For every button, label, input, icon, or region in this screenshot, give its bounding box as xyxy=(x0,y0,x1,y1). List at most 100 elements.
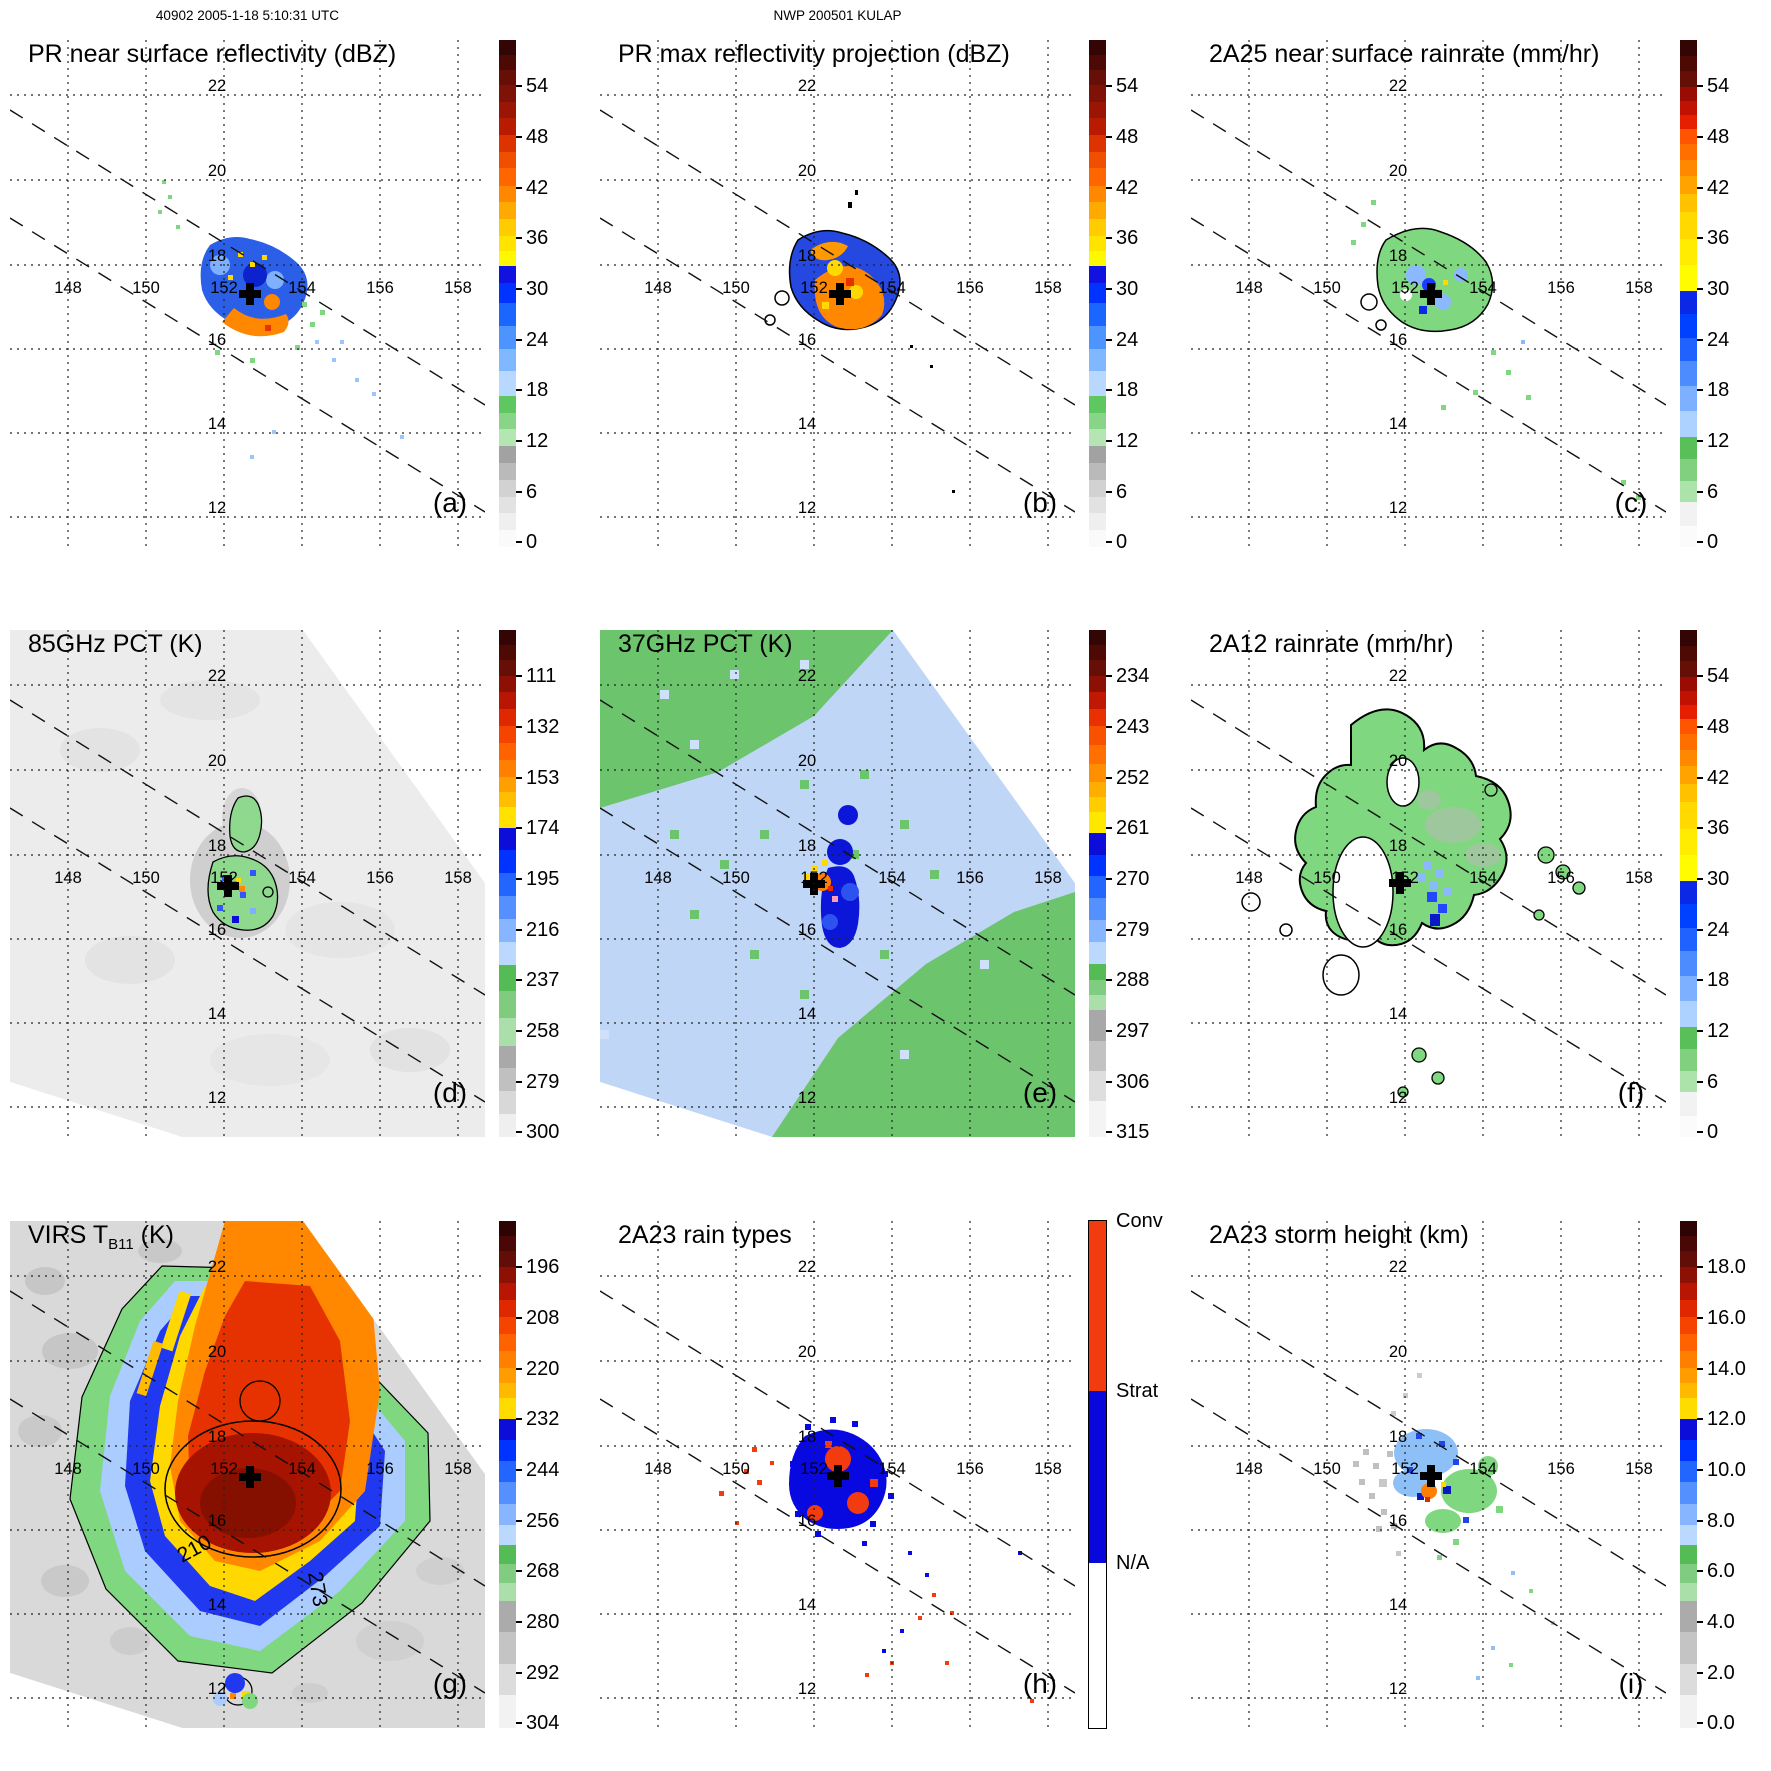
colorbar-tick-label: 153 xyxy=(526,767,560,789)
colorbar-tick xyxy=(1697,288,1703,290)
colorbar-tick-label: 42 xyxy=(1707,177,1730,199)
colorbar-segment xyxy=(1680,1334,1697,1351)
colorbar-segment xyxy=(499,1524,516,1546)
colorbar-tick-label: 48 xyxy=(1707,716,1730,738)
colorbar-tick xyxy=(516,1469,522,1471)
colorbar-tick-label: 111 xyxy=(526,665,557,687)
colorbar-tick xyxy=(516,187,522,189)
colorbar-segment xyxy=(499,1334,516,1351)
colorbar-tick-label: 315 xyxy=(1116,1121,1150,1143)
colorbar-segment xyxy=(1680,1367,1697,1384)
colorbar-segment xyxy=(499,850,516,874)
colorbar-segment xyxy=(1680,904,1697,928)
lon-label: 158 xyxy=(1034,869,1062,887)
colorbar-tick xyxy=(1697,1368,1703,1370)
colorbar-tick xyxy=(516,979,522,981)
storm-center-marker xyxy=(1389,872,1411,894)
colorbar-segment xyxy=(499,1482,516,1504)
colorbar-tick-label: 24 xyxy=(1116,329,1139,351)
colorbar-tick xyxy=(516,1520,522,1522)
colorbar-tick-label: 6 xyxy=(526,481,538,503)
colorbar-tick xyxy=(516,1266,522,1268)
colorbar-tick-label: 36 xyxy=(1707,227,1730,249)
storm-raster xyxy=(764,190,955,493)
lon-label: 150 xyxy=(722,1460,750,1478)
lat-label: 18 xyxy=(798,1428,816,1446)
colorbar-segment xyxy=(1680,175,1697,195)
colorbar-segment xyxy=(499,1695,516,1728)
colorbar: 54 48 42 36 30 24 18 12 6 0 xyxy=(499,40,548,552)
colorbar-segment xyxy=(499,1461,516,1483)
colorbar-segment xyxy=(499,463,516,480)
colorbar-tick-label: 2.0 xyxy=(1707,1662,1735,1684)
lat-label: 14 xyxy=(208,1596,226,1614)
colorbar-segment xyxy=(499,218,516,236)
panel-title: PR max reflectivity projection (dBZ) xyxy=(618,40,1010,68)
rain-type-category-label: N/A xyxy=(1116,1552,1150,1574)
colorbar-segment xyxy=(1680,1632,1697,1664)
colorbar-tick xyxy=(1697,389,1703,391)
lat-label: 20 xyxy=(1389,752,1407,770)
panel-title: 2A23 rain types xyxy=(618,1221,792,1249)
panel-title: PR near surface reflectivity (dBZ) xyxy=(28,40,397,68)
colorbar-segment xyxy=(1680,1027,1697,1050)
panel-e: 37GHz PCT (K) 148 150 152 154 156 158 22 20 18 16… xyxy=(590,590,1180,1180)
lat-label: 22 xyxy=(1389,77,1407,95)
colorbar-segment xyxy=(1089,496,1106,514)
colorbar-segment xyxy=(1680,1266,1697,1284)
colorbar-segment xyxy=(1680,765,1697,785)
colorbar-segment xyxy=(1680,1300,1697,1318)
storm-center-marker xyxy=(239,283,261,305)
colorbar-segment xyxy=(1089,101,1106,119)
lon-label: 158 xyxy=(444,1460,472,1478)
colorbar-segment xyxy=(499,645,516,661)
colorbar-tick xyxy=(1106,777,1112,779)
colorbar-segment xyxy=(499,1545,516,1565)
lat-label: 18 xyxy=(208,837,226,855)
colorbar-tick xyxy=(1106,491,1112,493)
colorbar: 234 243 252 261 270 279 288 297 306 315 xyxy=(1089,630,1149,1142)
colorbar-tick-label: 54 xyxy=(1116,75,1139,97)
map-grid: 148 150 152 154 156 158 22 20 18 16 14 12 xyxy=(1191,1221,1666,1728)
colorbar-segment xyxy=(499,873,516,897)
lat-label: 12 xyxy=(1389,1680,1407,1698)
colorbar-segment xyxy=(1680,1236,1697,1252)
colorbar-segment xyxy=(499,1582,516,1602)
colorbar-segment xyxy=(1680,951,1697,977)
storm-center-marker xyxy=(827,1465,849,1487)
colorbar-tick xyxy=(1697,1672,1703,1674)
lon-label: 156 xyxy=(1547,279,1575,297)
lon-label: 148 xyxy=(1235,869,1263,887)
lat-label: 14 xyxy=(798,1005,816,1023)
colorbar-segment xyxy=(1089,630,1106,646)
map-pr-near-surface-reflectivity: 148 150 152 154 156 158 22 20 18 16 14 12 xyxy=(10,40,485,547)
colorbar-segment xyxy=(499,991,516,1019)
colorbar-segment xyxy=(499,1221,516,1237)
lat-label: 14 xyxy=(1389,1596,1407,1614)
colorbar-segment xyxy=(1680,854,1697,881)
lat-label: 18 xyxy=(798,247,816,265)
lat-label: 14 xyxy=(1389,1005,1407,1023)
lat-label: 12 xyxy=(1389,499,1407,517)
panel-i: 2A23 storm height (km) 148 150 152 154 156 15… xyxy=(1181,1181,1771,1771)
colorbar-tick-label: 297 xyxy=(1116,1020,1150,1042)
colorbar-segment xyxy=(499,513,516,530)
panel-letter: (h) xyxy=(1022,1668,1058,1699)
colorbar-tick-label: 300 xyxy=(526,1121,560,1143)
colorbar-segment xyxy=(1089,85,1106,102)
colorbar-segment xyxy=(1680,411,1697,438)
colorbar-tick-label: 8.0 xyxy=(1707,1510,1735,1532)
colorbar-tick-label: 24 xyxy=(1707,919,1730,941)
colorbar-segment xyxy=(1680,1383,1697,1399)
colorbar-tick xyxy=(1697,1131,1703,1133)
colorbar-segment xyxy=(1089,964,1106,980)
panel-letter: (f) xyxy=(1617,1077,1645,1108)
colorbar-segment xyxy=(1680,1695,1697,1728)
lon-label: 150 xyxy=(132,869,160,887)
lon-label: 150 xyxy=(132,279,160,297)
lon-label: 152 xyxy=(1391,869,1419,887)
colorbar-tick-label: 12 xyxy=(526,430,549,452)
colorbar-tick-label: 258 xyxy=(526,1020,560,1042)
colorbar-segment xyxy=(1089,782,1106,798)
